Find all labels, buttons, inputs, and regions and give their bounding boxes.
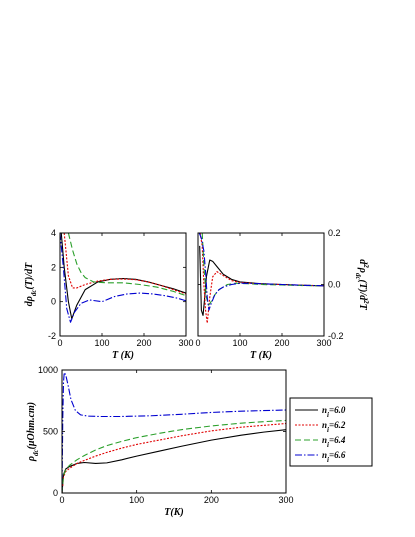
plot-frame xyxy=(61,369,287,494)
y-tick-label: 500 xyxy=(43,427,58,437)
x-tick-label: 300 xyxy=(278,495,293,505)
legend-label: ni=6.0 xyxy=(322,405,346,419)
x-tick-label: 300 xyxy=(316,338,331,348)
y-tick-label: 0.0 xyxy=(328,280,341,290)
plot-frame xyxy=(59,232,187,337)
x-tick-label: 100 xyxy=(129,495,144,505)
y-axis-label: d2ρdc(T)/d2T xyxy=(354,259,370,310)
y-tick-label: -0.2 xyxy=(328,331,344,341)
y-axis-label: ρdc(μOhm.cm) xyxy=(26,402,40,462)
series-line-n-i-6-4 xyxy=(62,419,286,493)
series-line-n-i-6-6 xyxy=(62,371,286,493)
y-tick-label: 4 xyxy=(51,228,56,238)
y-tick-label: 2 xyxy=(51,262,56,272)
x-tick-label: 300 xyxy=(178,338,193,348)
x-tick-label: 100 xyxy=(232,338,247,348)
series-line-n-i-6-4 xyxy=(67,233,186,297)
y-tick-label: 0.2 xyxy=(328,228,341,238)
series-line-n-i-6-0 xyxy=(60,233,186,320)
x-tick-label: 0 xyxy=(59,495,64,505)
y-axis-label: dρdc(T)/dT xyxy=(24,262,38,306)
series-line-n-i-6-0 xyxy=(62,429,286,493)
legend-label: ni=6.4 xyxy=(322,435,346,449)
y-tick-label: -2 xyxy=(48,331,56,341)
legend-box xyxy=(289,397,373,467)
x-tick-label: 0 xyxy=(195,338,200,348)
y-tick-label: 0 xyxy=(53,488,58,498)
y-tick-label: 1000 xyxy=(38,365,58,375)
x-tick-label: 0 xyxy=(57,338,62,348)
legend-label: ni=6.6 xyxy=(322,450,346,464)
series-line-n-i-6-2 xyxy=(199,233,324,324)
x-axis-label: T (K) xyxy=(112,350,134,361)
legend-label: ni=6.2 xyxy=(322,420,346,434)
series-line-n-i-6-0 xyxy=(199,245,324,316)
series-line-n-i-6-6 xyxy=(60,233,186,323)
panel-top-right: 0 100 200 300-0.2 0.0 0.2 T (K) d2ρdc(T)/d2T xyxy=(195,228,370,361)
x-tick-label: 100 xyxy=(94,338,109,348)
y-tick-label: 0 xyxy=(51,297,56,307)
x-tick-label: 200 xyxy=(274,338,289,348)
legend: ni=6.0ni=6.2ni=6.4ni=6.6 xyxy=(289,397,373,467)
series-group xyxy=(198,233,324,324)
series-line-n-i-6-4 xyxy=(201,233,324,306)
x-tick-label: 200 xyxy=(136,338,151,348)
series-group xyxy=(60,233,186,323)
panel-bottom: 0 100 200 300 0 500 1000 T(K) ρdc(μOhm.cm) xyxy=(26,365,294,518)
series-line-n-i-6-2 xyxy=(62,422,286,493)
x-tick-label: 200 xyxy=(204,495,219,505)
series-group xyxy=(62,371,286,493)
x-axis-label: T (K) xyxy=(250,350,272,361)
series-line-n-i-6-2 xyxy=(63,233,186,295)
x-axis-label: T(K) xyxy=(164,507,183,518)
series-line-n-i-6-6 xyxy=(198,233,324,311)
